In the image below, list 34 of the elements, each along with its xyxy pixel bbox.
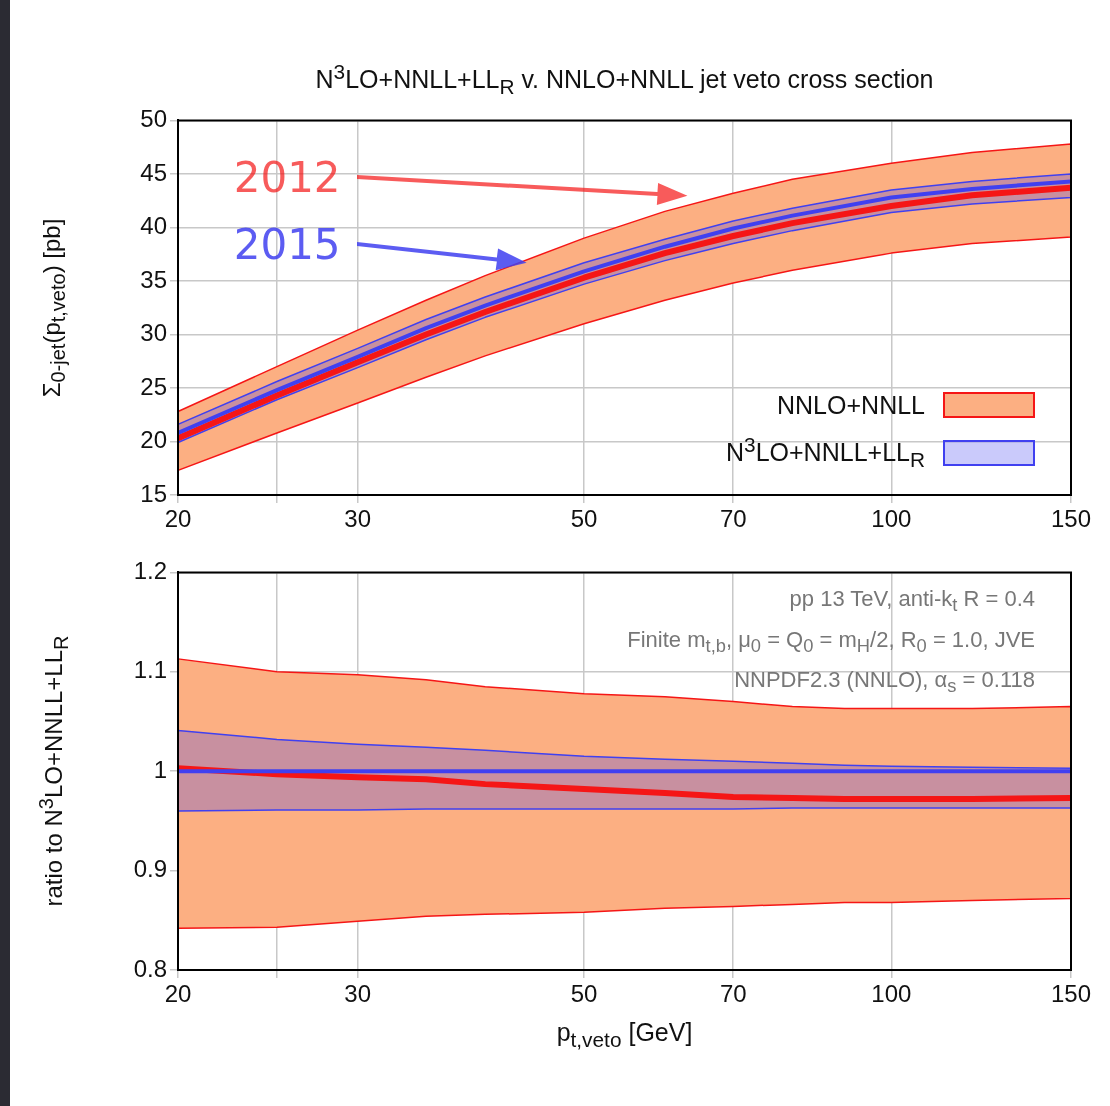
- annotation: NNPDF2.3 (NNLO), α$_{s}$ = 0.118: [734, 667, 1035, 697]
- y-tick-label: 1: [153, 755, 167, 783]
- x-tick-label: 70: [719, 505, 747, 533]
- x-tick-label: 30: [344, 505, 372, 533]
- y-tick-label: 1.2: [133, 557, 167, 585]
- x-tick-label: 30: [344, 980, 372, 1008]
- x-tick-label: 70: [719, 980, 747, 1008]
- y-tick-label: 50: [140, 105, 167, 133]
- y-tick-label: 15: [140, 479, 167, 507]
- legend-label: N$^{3}$LO+NNLL+LL$_{R}$: [726, 433, 925, 473]
- x-tick-label: 50: [570, 505, 598, 533]
- y-tick-label: 0.9: [133, 855, 167, 883]
- y-tick-label: 40: [140, 212, 167, 240]
- x-tick-label: 20: [164, 505, 192, 533]
- x-tick-label: 150: [1050, 980, 1092, 1008]
- y-tick-label: 45: [140, 158, 167, 186]
- chart-title: N$^{3}$LO+NNLL+LL$_{R}$ v. NNLO+NNLL jet veto cross section: [315, 60, 934, 100]
- y-tick-label: 35: [140, 265, 167, 293]
- y-tick-label: 1.1: [133, 656, 167, 684]
- annotation: pp 13 TeV, anti-k$_{t}$ R = 0.4: [789, 586, 1035, 616]
- annotation: 2012: [233, 152, 341, 202]
- x-tick-label: 50: [570, 980, 598, 1008]
- text: Finite m$_{t,b}$, μ$_{0}$ = Q$_{0}$ = m$_{H}$/2, R$_{0}$ = 1.0, JVE: [627, 626, 1035, 657]
- y-tick-label: 20: [140, 426, 167, 454]
- x-tick-label: 150: [1050, 505, 1092, 533]
- y-tick-label: 0.8: [133, 954, 167, 982]
- x-tick-label: 100: [871, 980, 912, 1008]
- x-axis-title: p$_{t,veto}$ [GeV]: [556, 1018, 693, 1052]
- x-tick-label: 100: [871, 505, 912, 533]
- x-tick-label: 20: [164, 980, 192, 1008]
- y-tick-label: 25: [140, 372, 167, 400]
- annotation: 2015: [233, 219, 341, 269]
- y-tick-label: 30: [140, 319, 167, 347]
- legend-label: NNLO+NNLL: [777, 390, 925, 420]
